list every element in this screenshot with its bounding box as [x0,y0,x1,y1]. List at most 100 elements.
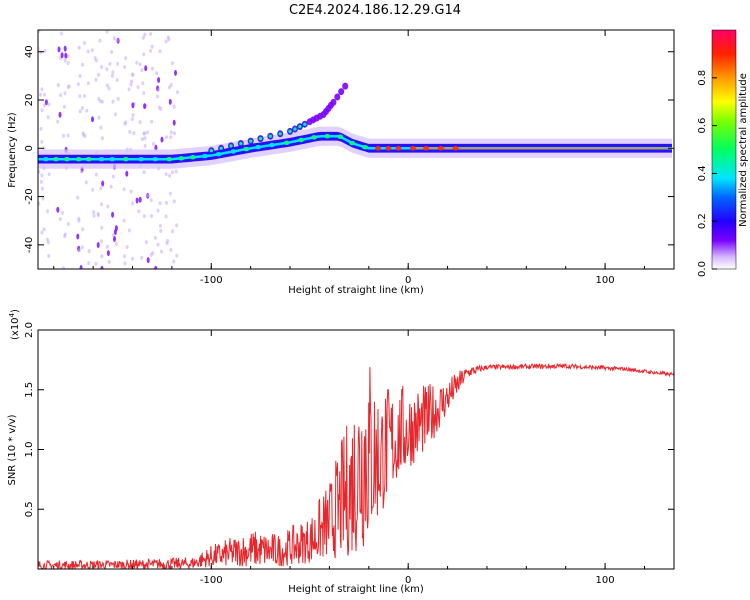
noise-blob [76,82,80,87]
ridge-blob [109,157,116,162]
noise-blob [108,62,112,66]
noise-blob [100,65,104,69]
noise-blob [149,32,153,36]
noise-blob [144,240,148,245]
svg-text:(x104): (x104) [8,309,21,340]
noise-blob [137,209,141,214]
noise-blob [76,195,80,200]
noise-blob [92,213,96,218]
branch-core [268,134,272,138]
noise-blob [159,107,163,111]
noise-blob [138,196,142,203]
ridge-blob [178,156,185,161]
x-tick-label: 0 [405,275,411,286]
noise-blob [87,261,91,265]
colorbar: 0.0 0.2 0.4 0.6 0.8 Normalized spectral ampl… [697,29,749,277]
noise-blob [122,187,126,192]
x-tick-label: 0 [405,575,411,586]
noise-blob [100,239,103,244]
spectrogram-ticks: -100 0 100 -40 -20 0 20 40 [24,30,674,286]
noise-blob [78,94,82,99]
branch-core [239,141,243,146]
noise-blob [79,265,83,269]
ridge-blob [152,157,159,162]
noise-blob [125,170,129,177]
noise-blob [150,44,154,49]
noise-blob [146,193,150,198]
noise-blob [91,116,94,123]
ridge-blob [349,140,356,146]
noise-blob [174,169,178,174]
noise-blob [150,66,154,71]
noise-blob [111,99,115,104]
noise-blob [94,58,98,63]
noise-blob [42,103,46,108]
branch-core [303,122,307,126]
ridge-blob [53,157,60,162]
ridge-band [38,131,672,164]
noise-blob [125,245,129,250]
noise-blob [64,52,68,59]
noise-blob [152,141,155,146]
noise-blob [114,225,118,232]
y-tick-label: -20 [24,188,35,204]
noise-blob [124,56,128,61]
noise-blob [62,104,66,109]
noise-blob [58,217,62,222]
noise-blob [91,187,95,192]
noise-blob [169,135,173,140]
noise-blob [172,104,176,109]
noise-blob [144,65,148,72]
noise-blob [112,36,116,41]
noise-blob [76,233,80,240]
noise-blob [86,81,90,86]
y-tick-label: 20 [24,94,35,107]
ridge-blob [452,146,459,151]
x-tick-label: 100 [596,275,615,286]
noise-blob [100,202,103,207]
noise-blob [106,204,110,209]
noise-blob [96,213,100,218]
noise-blob [175,253,179,258]
noise-blob [86,49,90,54]
noise-blob [172,119,176,126]
ridge-blob [42,157,49,162]
noise-blob [60,52,64,59]
noise-blob [99,186,103,191]
spectrogram-y-label: Frequency (Hz) [7,112,18,188]
noise-blob [58,111,62,118]
ridge-blob [122,157,129,162]
noise-blob [164,214,168,219]
noise-blob [77,248,81,253]
noise-blob [80,106,84,110]
noise-blob [142,214,146,219]
noise-blob [154,144,158,151]
noise-blob [39,50,43,55]
noise-blob [172,259,176,264]
noise-blob [122,218,126,223]
noise-blob [146,257,150,264]
y-tick-label: -40 [24,237,35,253]
noise-blob [156,208,160,213]
noise-blob [100,225,104,230]
noise-blob [87,249,91,253]
snr-y-multiplier-close: ) [10,309,21,313]
noise-blob [138,120,142,125]
noise-blob [138,62,142,67]
noise-blob [165,241,169,246]
branch-core [288,129,292,133]
noise-blob [107,259,111,264]
noise-blob [42,146,46,151]
noise-blob [155,71,159,76]
noise-blob [38,201,41,206]
noise-blob [140,255,144,260]
snr-y-multiplier-text: (x10 [10,317,21,340]
noise-blob [85,108,89,113]
noise-blob [158,201,162,206]
noise-blob [143,144,147,148]
ridge-blob [202,153,208,159]
ridge-blob [85,157,92,162]
noise-blob [130,79,134,84]
noise-blob [123,121,127,126]
noise-blob [97,115,101,120]
